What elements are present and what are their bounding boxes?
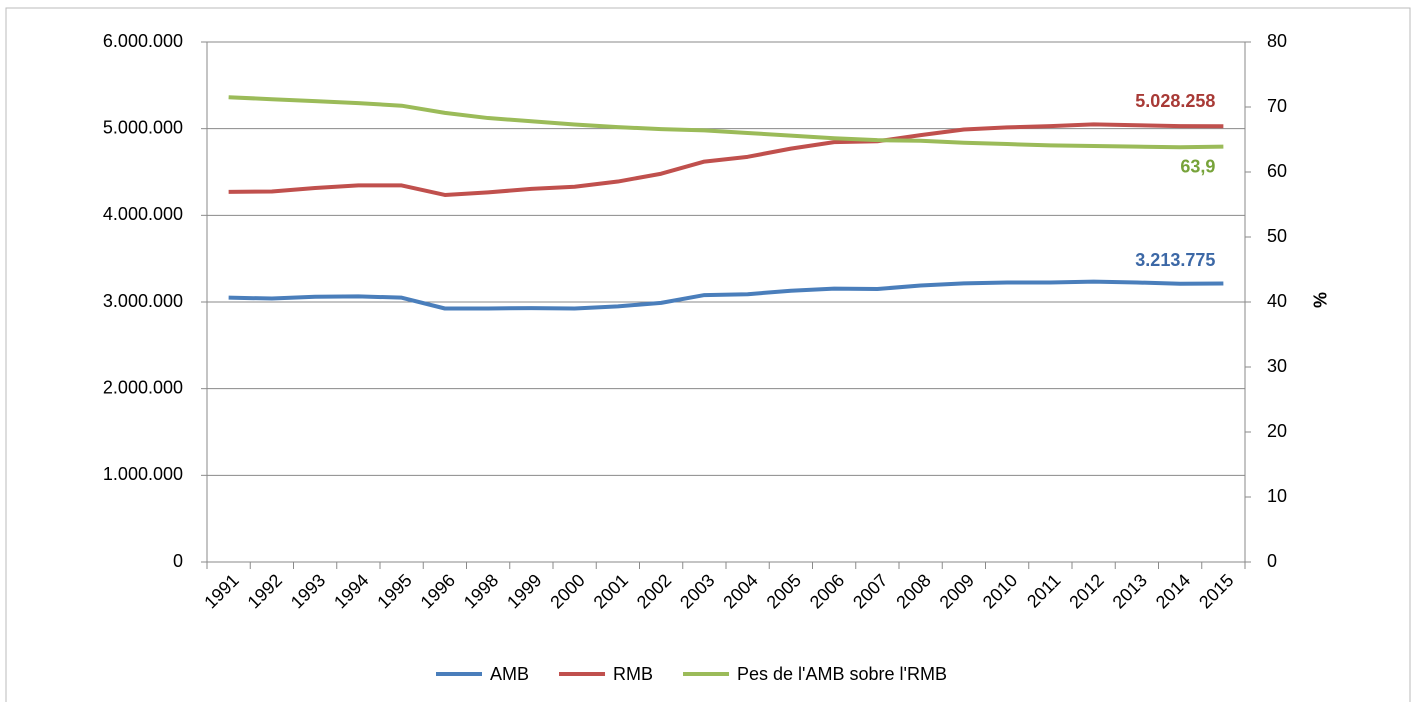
series-line	[228, 95, 1224, 150]
x-tick-label: 2014	[1152, 570, 1194, 612]
series-line	[228, 122, 1224, 197]
x-tick-label: 1991	[200, 570, 242, 612]
x-tick-label: 1994	[330, 570, 372, 612]
data-label: 5.028.258	[1135, 91, 1215, 111]
x-tick-label: 2012	[1065, 570, 1107, 612]
legend: AMB RMB Pes de l'AMB sobre l'RMB	[436, 664, 947, 684]
x-tick-label: 2002	[633, 570, 675, 612]
y2-tick-label: 0	[1267, 551, 1277, 571]
legend-label: Pes de l'AMB sobre l'RMB	[737, 664, 947, 684]
x-tick-label: 1996	[417, 570, 459, 612]
data-label: 63,9	[1180, 156, 1215, 176]
series-line	[228, 279, 1224, 311]
x-tick-label: 2013	[1109, 570, 1151, 612]
legend-label: AMB	[490, 664, 529, 684]
x-tick-label: 1995	[373, 570, 415, 612]
y2-tick-label: 20	[1267, 421, 1287, 441]
y2-tick-label: 30	[1267, 356, 1287, 376]
x-tick-label: 2003	[676, 570, 718, 612]
x-tick-label: 2001	[590, 570, 632, 612]
y-tick-label: 5.000.000	[103, 117, 183, 137]
x-tick-label: 2015	[1195, 570, 1237, 612]
y-tick-label: 6.000.000	[103, 31, 183, 51]
y-tick-label: 3.000.000	[103, 291, 183, 311]
x-tick-label: 2011	[1023, 570, 1065, 612]
legend-label: RMB	[613, 664, 653, 684]
y-tick-label: 4.000.000	[103, 204, 183, 224]
x-tick-label: 2004	[719, 570, 761, 612]
frame	[5, 7, 1411, 702]
data-label: 3.213.775	[1135, 250, 1215, 270]
x-tick-label: 2010	[979, 570, 1021, 612]
y-tick-label: 0	[173, 551, 183, 571]
y2-tick-label: 70	[1267, 96, 1287, 116]
x-tick-label: 2005	[763, 570, 805, 612]
x-tick-label: 1998	[460, 570, 502, 612]
x-tick-label: 2009	[936, 570, 978, 612]
y-tick-label: 1.000.000	[103, 464, 183, 484]
x-tick-label: 2008	[892, 570, 934, 612]
x-tick-label: 2000	[546, 570, 588, 612]
x-tick-label: 2006	[806, 570, 848, 612]
y2-tick-label: 10	[1267, 486, 1287, 506]
y2-tick-label: 40	[1267, 291, 1287, 311]
y2-tick-label: 80	[1267, 31, 1287, 51]
x-tick-label: 1993	[287, 570, 329, 612]
y2-axis-label: %	[1309, 292, 1329, 308]
x-tick-label: 1999	[503, 570, 545, 612]
y-tick-label: 2.000.000	[103, 377, 183, 397]
x-tick-label: 2007	[849, 570, 891, 612]
y2-tick-label: 50	[1267, 226, 1287, 246]
y2-tick-label: 60	[1267, 161, 1287, 181]
x-tick-label: 1992	[244, 570, 286, 612]
